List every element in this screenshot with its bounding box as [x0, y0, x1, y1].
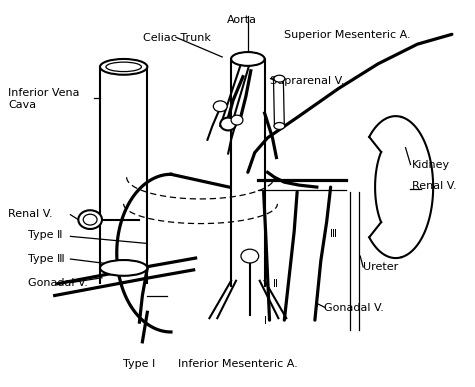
- Ellipse shape: [274, 123, 285, 129]
- Text: Superior Mesenteric A.: Superior Mesenteric A.: [285, 30, 411, 40]
- Ellipse shape: [83, 214, 97, 225]
- Text: Ureter: Ureter: [363, 262, 398, 272]
- Ellipse shape: [220, 118, 236, 130]
- Text: Type Ⅲ: Type Ⅲ: [28, 254, 65, 264]
- Ellipse shape: [100, 59, 147, 75]
- Ellipse shape: [231, 52, 265, 66]
- Text: Renal V.: Renal V.: [8, 209, 53, 219]
- Ellipse shape: [100, 260, 147, 276]
- Text: Inferior Mesenteric A.: Inferior Mesenteric A.: [178, 359, 297, 369]
- Text: Ⅰ: Ⅰ: [264, 316, 267, 326]
- Ellipse shape: [241, 249, 259, 263]
- Ellipse shape: [274, 75, 285, 82]
- Text: Suprarenal V.: Suprarenal V.: [270, 76, 345, 86]
- Text: Inferior Vena
Cava: Inferior Vena Cava: [8, 88, 80, 110]
- Ellipse shape: [231, 115, 243, 125]
- Text: Renal V.: Renal V.: [412, 181, 456, 191]
- Text: Type Ⅰ: Type Ⅰ: [123, 359, 155, 369]
- Text: Type Ⅱ: Type Ⅱ: [28, 231, 62, 240]
- Text: Celiac Trunk: Celiac Trunk: [142, 33, 210, 43]
- Text: Ⅱ: Ⅱ: [274, 279, 278, 289]
- Text: Aorta: Aorta: [227, 15, 257, 25]
- Text: Ⅲ: Ⅲ: [330, 229, 337, 238]
- Ellipse shape: [213, 101, 227, 112]
- Ellipse shape: [78, 210, 102, 229]
- Text: Gonadal V.: Gonadal V.: [324, 303, 384, 313]
- Text: Gonadal V.: Gonadal V.: [28, 278, 87, 288]
- Text: Kidney: Kidney: [412, 160, 450, 170]
